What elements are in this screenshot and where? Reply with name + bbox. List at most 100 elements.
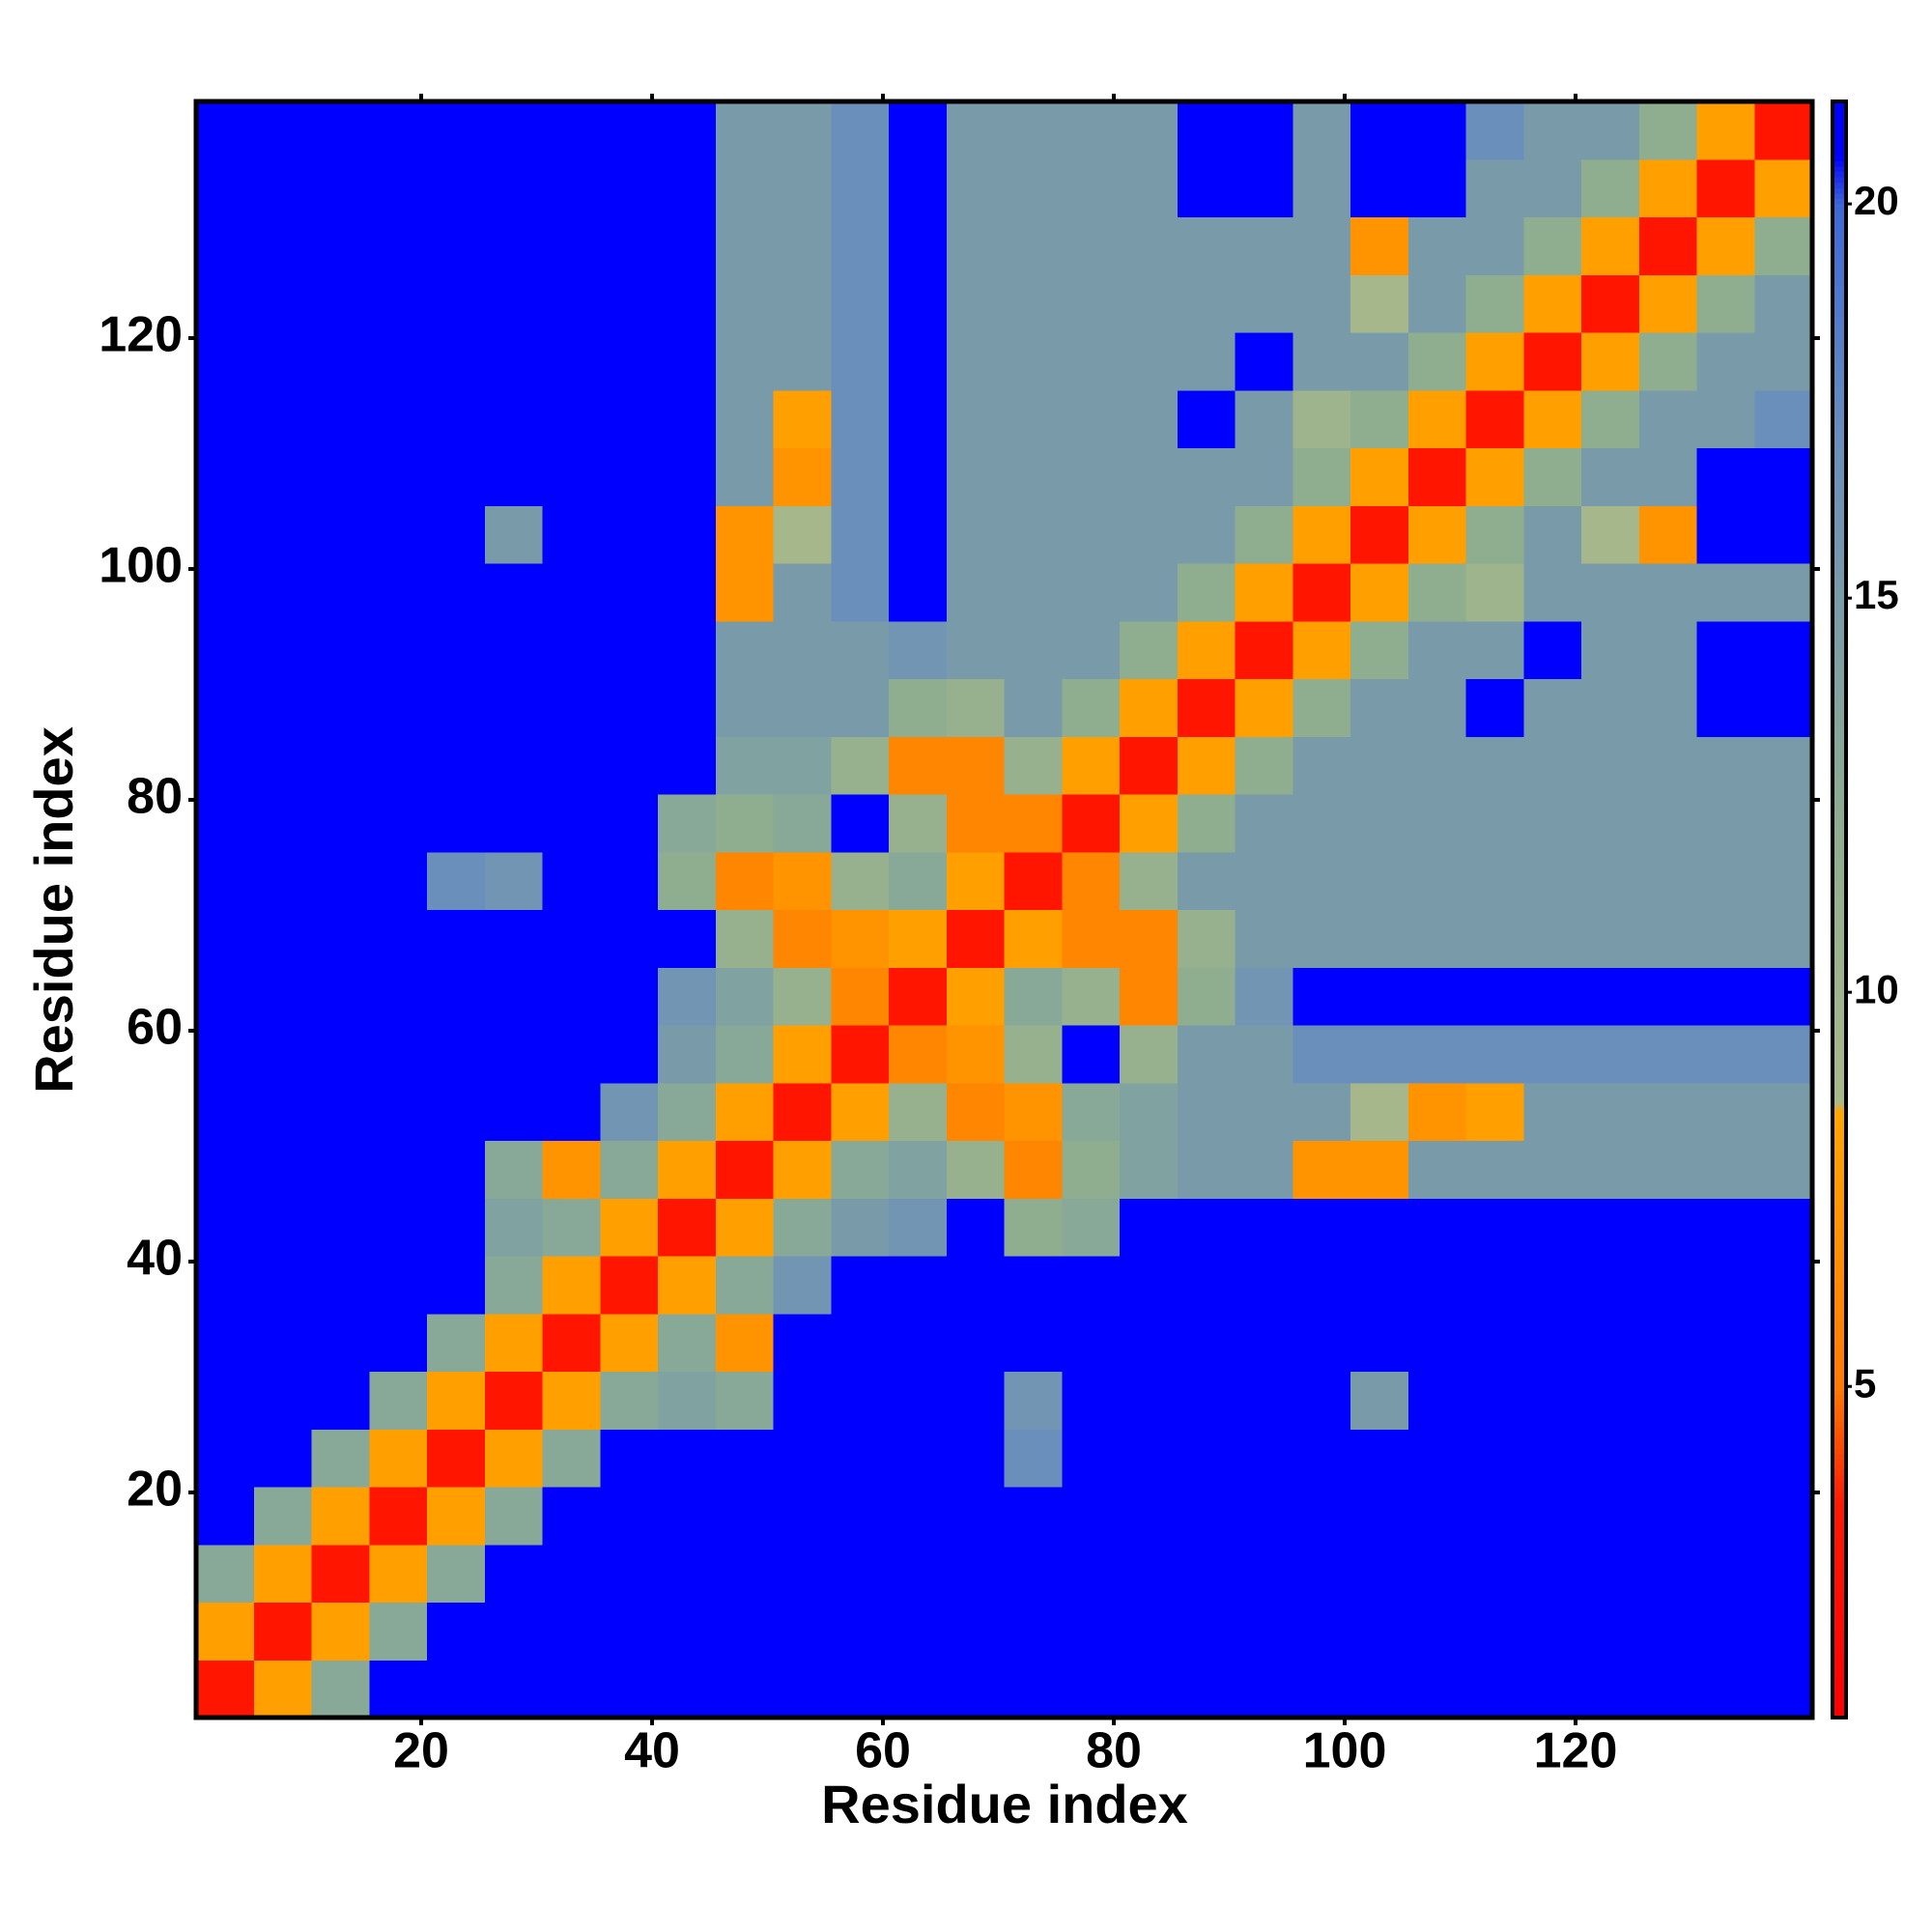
- colorbar-step: [1833, 424, 1846, 431]
- heatmap-cell: [831, 1140, 890, 1199]
- heatmap-cell: [1177, 1371, 1236, 1430]
- heatmap-cell: [1062, 563, 1121, 622]
- heatmap-cell: [1235, 909, 1293, 968]
- heatmap-cell: [1120, 332, 1179, 391]
- colorbar-step: [1833, 160, 1846, 167]
- colorbar-step: [1833, 1373, 1846, 1379]
- heatmap-cell: [946, 736, 1005, 795]
- heatmap-cell: [658, 1198, 717, 1257]
- heatmap-cell: [1235, 563, 1293, 622]
- heatmap-cell: [1120, 1660, 1179, 1719]
- colorbar-step: [1833, 311, 1846, 318]
- heatmap-cell: [1581, 1140, 1640, 1199]
- heatmap-cell: [1581, 794, 1640, 853]
- heatmap-cell: [1062, 505, 1121, 564]
- colorbar-step: [1833, 241, 1846, 248]
- heatmap-cell: [715, 1602, 774, 1661]
- heatmap-cell: [946, 274, 1005, 333]
- heatmap-cell: [196, 1313, 255, 1372]
- heatmap-cell: [831, 1313, 890, 1372]
- heatmap-cell: [600, 101, 659, 160]
- heatmap-cell: [1523, 158, 1582, 217]
- heatmap-cell: [1004, 1082, 1063, 1141]
- heatmap-cell: [1004, 794, 1063, 853]
- heatmap-cell: [1754, 1313, 1813, 1372]
- heatmap-cell: [773, 1429, 832, 1488]
- colorbar-step: [1833, 925, 1846, 932]
- colorbar-step: [1833, 1550, 1846, 1557]
- colorbar-step: [1833, 1513, 1846, 1520]
- heatmap-cell: [889, 736, 948, 795]
- heatmap-cell: [196, 1082, 255, 1141]
- heatmap-cell: [1350, 967, 1409, 1026]
- colorbar-step: [1833, 295, 1846, 301]
- heatmap-cell: [773, 1082, 832, 1141]
- heatmap-cell: [773, 505, 832, 564]
- heatmap-cell: [600, 1256, 659, 1315]
- heatmap-cell: [427, 1198, 486, 1257]
- colorbar-step: [1833, 1173, 1846, 1179]
- heatmap-cell: [715, 505, 774, 564]
- heatmap-cell: [1177, 967, 1236, 1026]
- heatmap-cell: [831, 216, 890, 275]
- heatmap-cell: [600, 794, 659, 853]
- heatmap-cell: [1523, 1082, 1582, 1141]
- colorbar-step: [1833, 882, 1846, 889]
- heatmap-cell: [946, 101, 1005, 160]
- heatmap-cell: [1120, 1544, 1179, 1603]
- heatmap-cell: [1581, 851, 1640, 910]
- heatmap-cell: [1696, 967, 1755, 1026]
- heatmap-cell: [427, 158, 486, 217]
- heatmap-cell: [1293, 1313, 1351, 1372]
- heatmap-cell: [715, 967, 774, 1026]
- heatmap-cell: [1754, 447, 1813, 506]
- heatmap-cell: [253, 563, 312, 622]
- heatmap-cell: [427, 1429, 486, 1488]
- heatmap-cell: [600, 563, 659, 622]
- heatmap-cell: [369, 158, 428, 217]
- heatmap-cell: [1293, 332, 1351, 391]
- colorbar-step: [1833, 742, 1846, 749]
- heatmap-cell: [1004, 967, 1063, 1026]
- heatmap-cell: [1638, 1487, 1697, 1546]
- y-axis-title: Residue index: [23, 726, 84, 1094]
- heatmap-cell: [1407, 1544, 1466, 1603]
- heatmap-cell: [1350, 620, 1409, 679]
- heatmap-cell: [484, 332, 543, 391]
- heatmap-cell: [369, 101, 428, 160]
- colorbar-step: [1833, 769, 1846, 776]
- heatmap-cell: [1062, 1429, 1121, 1488]
- heatmap-cell: [1754, 158, 1813, 217]
- heatmap-cell: [484, 1198, 543, 1257]
- heatmap-cell: [1696, 794, 1755, 853]
- heatmap-cell: [542, 1025, 601, 1084]
- heatmap-cell: [196, 158, 255, 217]
- heatmap-cell: [253, 447, 312, 506]
- heatmap-cell: [1696, 736, 1755, 795]
- heatmap-cell: [427, 389, 486, 448]
- heatmap-cell: [484, 1429, 543, 1488]
- heatmap-cell: [1581, 505, 1640, 564]
- heatmap-cell: [1293, 1487, 1351, 1546]
- colorbar-step: [1833, 332, 1846, 339]
- heatmap-cell: [658, 1660, 717, 1719]
- heatmap-cell: [484, 101, 543, 160]
- heatmap-cell: [311, 1429, 370, 1488]
- colorbar-step: [1833, 1028, 1846, 1035]
- heatmap-cell: [1523, 274, 1582, 333]
- colorbar-step: [1833, 150, 1846, 156]
- heatmap-cell: [1754, 274, 1813, 333]
- heatmap-cell: [1696, 563, 1755, 622]
- heatmap-cell: [427, 1544, 486, 1603]
- colorbar-step: [1833, 1151, 1846, 1158]
- colorbar-step: [1833, 397, 1846, 404]
- heatmap-cell: [946, 620, 1005, 679]
- heatmap-cell: [1120, 447, 1179, 506]
- colorbar-step: [1833, 639, 1846, 646]
- colorbar-step: [1833, 381, 1846, 388]
- heatmap-cell: [253, 620, 312, 679]
- heatmap-cell: [773, 1660, 832, 1719]
- heatmap-cell: [773, 909, 832, 968]
- heatmap-cell: [1407, 1602, 1466, 1661]
- heatmap-cell: [196, 909, 255, 968]
